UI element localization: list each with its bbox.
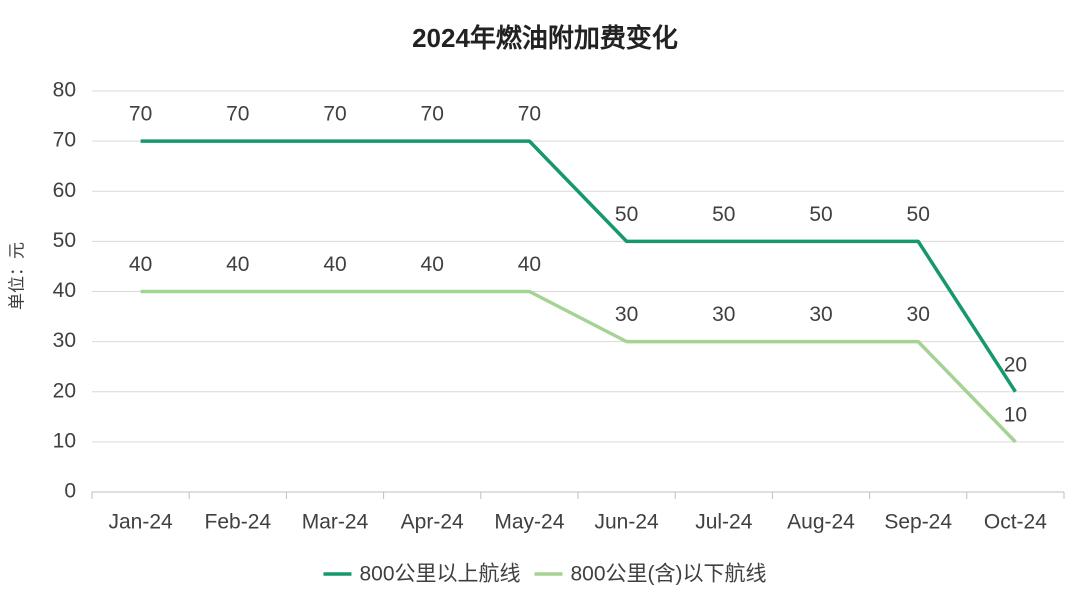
y-tick-label: 50 xyxy=(53,229,76,252)
legend: 800公里以上航线 800公里(含)以下航线 xyxy=(323,563,767,586)
data-label: 20 xyxy=(1004,353,1027,376)
data-label: 40 xyxy=(421,253,444,276)
legend-label: 800公里(含)以下航线 xyxy=(571,563,767,586)
y-tick-label: 70 xyxy=(53,129,76,152)
x-tick-label: Aug-24 xyxy=(787,511,855,534)
data-label: 30 xyxy=(712,303,735,326)
y-tick-label: 30 xyxy=(53,329,76,352)
data-label: 40 xyxy=(129,253,152,276)
series-line xyxy=(140,289,1017,444)
y-tick-label: 80 xyxy=(53,79,76,102)
x-tick-label: Sep-24 xyxy=(884,511,952,534)
data-label: 30 xyxy=(615,303,638,326)
y-tick-label: 10 xyxy=(53,429,76,452)
y-tick-label: 40 xyxy=(53,279,76,302)
y-axis-label: 单位：元 xyxy=(7,242,26,310)
data-label: 40 xyxy=(323,253,346,276)
data-label: 50 xyxy=(907,203,930,226)
data-label: 30 xyxy=(809,303,832,326)
data-label: 40 xyxy=(518,253,541,276)
data-label: 70 xyxy=(226,103,249,126)
data-label: 50 xyxy=(712,203,735,226)
legend-label: 800公里以上航线 xyxy=(359,563,520,586)
data-label: 70 xyxy=(421,103,444,126)
x-tick-label: Jul-24 xyxy=(695,511,753,534)
x-tick-label: Jan-24 xyxy=(108,511,173,534)
data-label: 70 xyxy=(323,103,346,126)
x-tick-label: Apr-24 xyxy=(401,511,464,534)
x-tick-label: Oct-24 xyxy=(984,511,1047,534)
data-label: 70 xyxy=(518,103,541,126)
x-tick-label: Feb-24 xyxy=(205,511,272,534)
data-label: 10 xyxy=(1004,403,1027,426)
y-tick-label: 0 xyxy=(64,480,76,503)
data-label: 70 xyxy=(129,103,152,126)
y-tick-label: 60 xyxy=(53,179,76,202)
series-line xyxy=(140,139,1017,393)
data-label: 40 xyxy=(226,253,249,276)
data-label: 50 xyxy=(809,203,832,226)
x-tick-label: May-24 xyxy=(494,511,564,534)
data-label: 30 xyxy=(907,303,930,326)
y-tick-label: 20 xyxy=(53,379,76,402)
x-tick-label: Mar-24 xyxy=(302,511,369,534)
data-label: 50 xyxy=(615,203,638,226)
x-tick-label: Jun-24 xyxy=(594,511,659,534)
chart-title: 2024年燃油附加费变化 xyxy=(412,23,678,53)
